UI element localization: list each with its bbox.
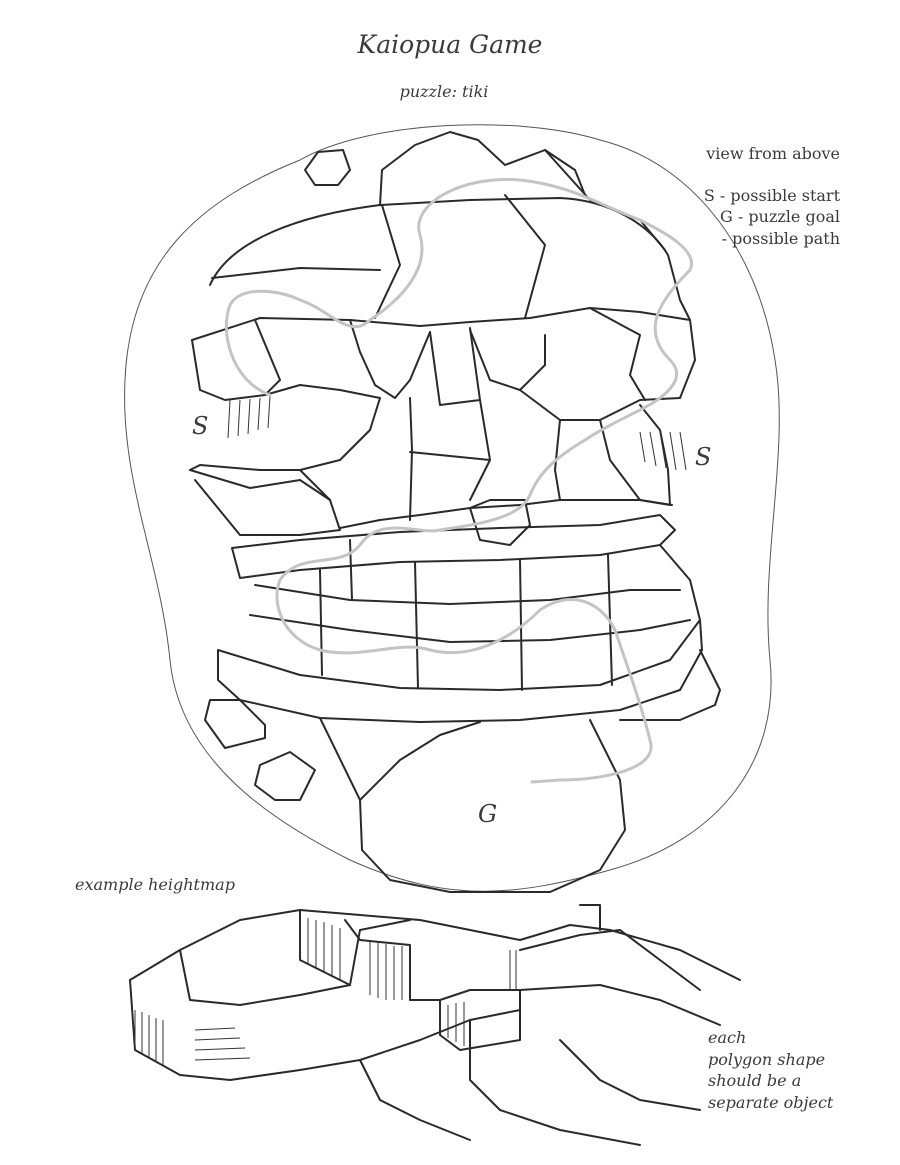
cheek-right (599, 404, 671, 506)
note-line-2: polygon shape (708, 1049, 826, 1069)
puzzle-subtitle: puzzle: tiki (399, 82, 489, 101)
rock-top-left (304, 149, 351, 186)
polygon-note: each polygon shape should be a separate … (708, 1027, 833, 1113)
note-line-3: should be a (708, 1071, 802, 1090)
nose-bridge (429, 327, 481, 406)
goal-top (359, 721, 481, 801)
head-top (209, 197, 691, 321)
nose-base (409, 451, 491, 461)
mouth-band-2 (254, 584, 681, 605)
brow-left (191, 319, 281, 401)
cheek-vert-2 (554, 419, 561, 501)
cheek-left (189, 469, 341, 536)
legend-path: - possible path (721, 228, 840, 248)
mouth-band-3 (249, 614, 691, 643)
goal-marker: G (478, 800, 498, 828)
nostril (469, 499, 531, 546)
start-marker-left: S (192, 412, 209, 440)
brow-right (469, 329, 546, 391)
crest-line-2 (504, 194, 546, 319)
start-marker-right: S (695, 443, 712, 471)
mouth-band-1 (231, 514, 676, 579)
stairs-right (639, 431, 687, 471)
note-line-4: separate object (708, 1092, 834, 1112)
rock-bottom-left-2 (254, 751, 316, 801)
crest-line (374, 204, 401, 319)
legend: view from above S - possible start G - p… (640, 143, 840, 249)
mouth-right-edge (659, 544, 701, 621)
example-heightmap-label: example heightmap (75, 875, 235, 894)
crest-line-3 (211, 267, 381, 279)
chin-right (619, 649, 721, 721)
island-outline (124, 124, 780, 892)
legend-heading: view from above (706, 144, 840, 163)
mouth-verticals (319, 539, 613, 691)
page-title: Kaiopua Game (357, 30, 543, 59)
nose-right (469, 399, 491, 501)
brow-right-2 (589, 307, 646, 401)
eye-left-socket (189, 384, 381, 471)
head-crest (379, 131, 586, 206)
chin-left (319, 717, 626, 893)
legend-start: S - possible start (703, 185, 840, 205)
cheek-vert-1 (299, 469, 331, 501)
stairs-left (227, 395, 271, 439)
legend-goal: G - puzzle goal (720, 207, 840, 226)
mouth-top (339, 499, 673, 529)
brow-center (349, 319, 431, 399)
brow-band (191, 307, 696, 399)
eye-right-socket (519, 389, 681, 421)
possible-path (224, 177, 694, 784)
heightmap-example (129, 904, 741, 1146)
nose-left (409, 397, 413, 521)
mouth-band-4 (217, 619, 703, 723)
rock-bottom-left-1 (204, 699, 266, 749)
note-line-1: each (708, 1028, 747, 1047)
